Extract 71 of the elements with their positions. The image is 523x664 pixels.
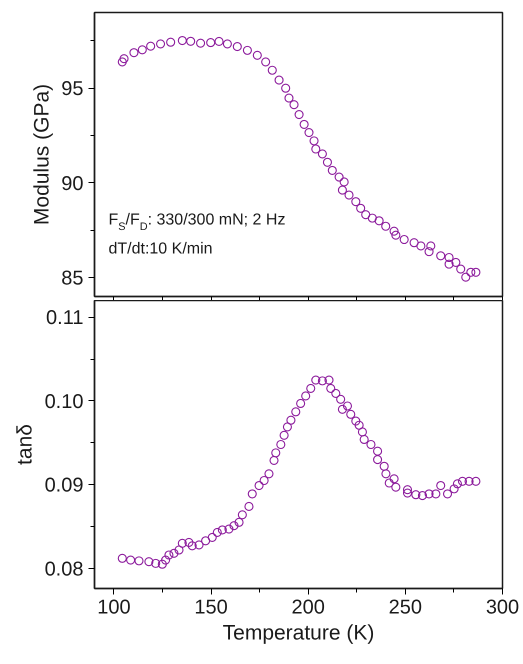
point	[274, 76, 284, 85]
point	[322, 158, 332, 167]
point	[311, 144, 320, 154]
point	[129, 48, 138, 58]
point	[436, 251, 446, 260]
point	[374, 216, 384, 226]
point	[426, 241, 436, 250]
x-tick-label: 300	[486, 596, 520, 618]
point	[344, 190, 354, 200]
point	[340, 177, 349, 186]
y-tick-label: 0.09	[44, 474, 84, 497]
point	[391, 230, 400, 240]
point	[471, 268, 480, 277]
point	[356, 204, 366, 213]
point	[444, 252, 454, 262]
point	[261, 57, 270, 66]
point	[304, 128, 314, 138]
x-tick-label: 200	[292, 596, 325, 618]
point	[119, 54, 129, 64]
point	[318, 149, 327, 158]
y-tick-label: 95	[61, 78, 84, 100]
point	[289, 100, 299, 110]
point	[368, 214, 377, 223]
x-tick-label: 250	[388, 596, 422, 618]
point	[178, 36, 187, 46]
x-tick-label: 150	[194, 596, 228, 618]
point	[351, 197, 360, 206]
point	[461, 272, 470, 282]
y-tick-label: 85	[61, 268, 84, 290]
point	[242, 46, 252, 55]
point	[196, 38, 206, 48]
y-axis-title: tanδ	[14, 424, 37, 465]
point	[186, 36, 196, 46]
annotation: dT/dt:10 K/min	[108, 240, 213, 258]
x-tick-label: 100	[97, 596, 131, 618]
point	[390, 226, 399, 236]
point	[281, 84, 290, 93]
point	[400, 234, 409, 244]
point	[138, 45, 147, 54]
point	[118, 57, 127, 66]
point	[206, 38, 216, 48]
point	[451, 258, 460, 267]
point	[284, 94, 294, 103]
point	[466, 268, 476, 277]
y-tick-label: 90	[61, 172, 84, 195]
point	[309, 136, 319, 146]
point	[410, 238, 419, 248]
point	[444, 260, 454, 269]
point	[361, 210, 370, 220]
point	[252, 50, 262, 60]
point	[334, 172, 344, 182]
point	[268, 66, 277, 75]
point	[328, 166, 337, 175]
point	[416, 241, 426, 250]
point	[166, 38, 176, 47]
point	[214, 36, 224, 46]
y-tick-label: 0.10	[44, 390, 84, 413]
point	[222, 39, 232, 48]
point	[232, 42, 242, 52]
point	[294, 110, 304, 120]
y-tick-label: 0.11	[46, 307, 84, 330]
y-tick-label: 0.08	[44, 558, 84, 580]
point	[456, 264, 466, 274]
point	[338, 186, 347, 195]
x-axis-title: Temperature (K)	[222, 622, 374, 644]
point	[424, 247, 434, 256]
point	[156, 39, 166, 48]
y-axis-title: Modulus (GPa)	[30, 84, 54, 226]
point	[381, 222, 390, 231]
point	[146, 42, 156, 51]
point	[300, 120, 309, 129]
